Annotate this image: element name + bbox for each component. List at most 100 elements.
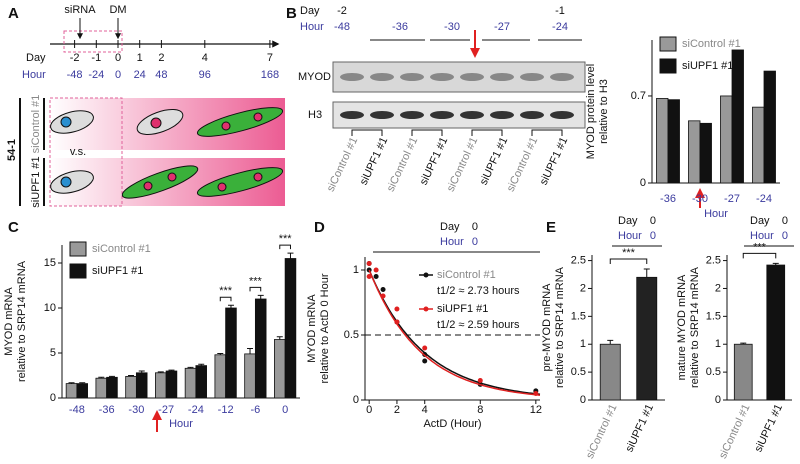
day-value: 1 — [137, 52, 143, 64]
x-tick-label: siUPF1 #1 — [624, 402, 657, 454]
data-point — [380, 287, 386, 292]
x-tick-label: -24 — [756, 193, 772, 205]
x-tick-label: -48 — [69, 404, 85, 416]
band — [400, 73, 424, 81]
y-tick-label: 10 — [44, 302, 56, 314]
lane-bracket — [351, 129, 383, 136]
cell-line: 54-1 — [6, 139, 18, 161]
band — [520, 111, 544, 119]
x-tick-label: siControl #1 — [584, 402, 620, 460]
header-day-label: Day — [750, 215, 770, 227]
bar — [733, 343, 753, 401]
data-point — [394, 306, 400, 312]
data-point — [477, 378, 483, 383]
y-axis-label: pre-MYOD mRNA — [541, 283, 553, 372]
bar — [165, 370, 178, 399]
band — [490, 73, 514, 81]
bar — [656, 98, 669, 184]
significance-bracket — [742, 252, 777, 259]
hour-value: 24 — [134, 69, 146, 81]
x-tick-label: 8 — [477, 404, 483, 416]
decay-curve — [368, 269, 541, 396]
bar — [184, 367, 197, 399]
bar — [244, 353, 256, 399]
band-label: MYOD — [298, 71, 331, 83]
y-tick-label: 2 — [715, 282, 721, 294]
panel-label: E — [546, 219, 556, 236]
x-axis-label: Hour — [704, 208, 728, 220]
condition: siUPF1 #1 — [30, 156, 42, 207]
header-day: 0 — [650, 215, 656, 227]
legend-label: siControl #1 — [92, 243, 151, 255]
hour-value: -24 — [88, 69, 104, 81]
header-hour-label: Hour — [440, 236, 464, 248]
band — [370, 73, 394, 81]
data-point — [373, 267, 379, 273]
blot-hour: -36 — [392, 21, 408, 33]
y-tick-label: 0.5 — [706, 366, 721, 378]
significance-label: *** — [249, 275, 263, 287]
lane-label: siUPF1 #1 — [418, 135, 451, 187]
y-axis-label: relative to ActD 0 Hour — [319, 273, 331, 383]
significance-bracket — [219, 296, 232, 302]
error-bar — [772, 262, 779, 266]
x-tick-label: 4 — [422, 404, 428, 416]
bar — [766, 264, 786, 401]
blot-day: -1 — [555, 5, 565, 17]
x-tick-label: -36 — [660, 193, 676, 205]
panel-label: B — [286, 5, 297, 22]
y-tick-label: 0 — [580, 394, 586, 406]
vs-label: v.s. — [70, 146, 86, 158]
data-point — [422, 345, 428, 351]
blot-hour: -30 — [444, 21, 460, 33]
data-point — [380, 293, 386, 299]
bar — [65, 383, 78, 399]
legend-dot — [423, 306, 429, 312]
significance-label: *** — [219, 285, 233, 297]
bar — [699, 122, 712, 184]
x-tick-label: -27 — [158, 404, 174, 416]
header-day: 0 — [782, 215, 788, 227]
x-tick-label: -12 — [218, 404, 234, 416]
y-tick-label: 0 — [50, 392, 56, 404]
band — [520, 73, 544, 81]
x-axis-label: ActD (Hour) — [423, 418, 481, 430]
error-bar — [128, 375, 135, 377]
y-tick-label: 0 — [715, 394, 721, 406]
bar — [688, 120, 701, 184]
header-hour: 0 — [782, 230, 788, 242]
y-axis-label: MYOD mRNA — [306, 294, 318, 363]
x-tick-label: siUPF1 #1 — [753, 402, 786, 454]
error-bar — [98, 376, 105, 379]
x-tick-label: siControl #1 — [717, 402, 753, 460]
significance-label: *** — [279, 233, 293, 245]
y-tick-label: 0 — [353, 394, 359, 406]
data-point — [422, 358, 428, 364]
legend-label: siUPF1 #1 — [92, 265, 143, 277]
x-axis-label: Hour — [169, 418, 193, 430]
blot-day: -2 — [337, 5, 347, 17]
bar — [254, 298, 267, 399]
lane-label: siControl #1 — [325, 135, 361, 193]
band — [430, 73, 454, 81]
significance-bracket — [279, 244, 291, 250]
legend-swatch — [659, 36, 677, 52]
half-life-label: t1/2 ≈ 2.59 hours — [437, 319, 520, 331]
x-tick-label: 2 — [394, 404, 400, 416]
significance-bracket — [609, 258, 648, 264]
legend-dot — [423, 272, 429, 278]
band — [460, 111, 484, 119]
band — [460, 73, 484, 81]
y-tick-label: 2.5 — [706, 254, 721, 266]
y-axis-label: relative to SRP14 mRNA — [689, 266, 701, 388]
bar — [274, 339, 286, 399]
bar — [225, 307, 237, 399]
band — [550, 73, 574, 81]
bar — [284, 258, 297, 399]
header-hour-label: Hour — [750, 230, 774, 242]
legend-swatch — [659, 58, 677, 74]
bar — [135, 372, 148, 399]
data-point — [394, 319, 400, 325]
y-tick-label: 2 — [580, 282, 586, 294]
bar — [667, 99, 680, 184]
